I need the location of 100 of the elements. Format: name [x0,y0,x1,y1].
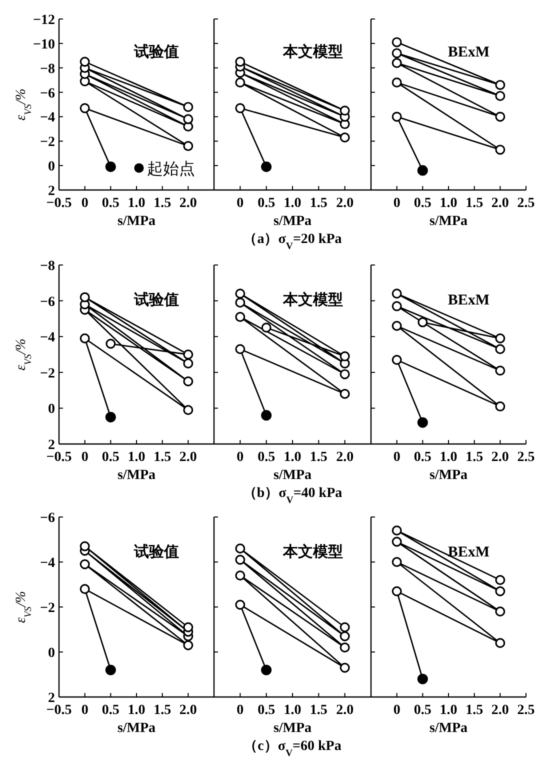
x-tick-label: 0.5 [102,703,120,718]
text: 本文模型 [282,291,343,308]
y-tick-label: −8 [40,62,55,77]
point [340,662,350,673]
x-tick-label: −0.5 [46,196,72,211]
x-tick-label: 0.5 [414,450,432,465]
x-tick-label: 0 [393,196,400,211]
point [340,351,350,362]
point [106,338,116,349]
point [495,638,506,648]
point [340,388,350,399]
x-tick-label: 1.0 [284,196,302,211]
x-tick-label: 1.5 [310,196,328,211]
text: BExM [448,44,490,61]
point [392,586,402,596]
y-tick-label: −6 [40,511,55,526]
point [105,664,116,676]
point [183,114,194,124]
y-tick-label: −2 [40,135,55,150]
y-tick-label: 2 [48,184,55,199]
point [183,102,194,112]
point [80,56,90,67]
point [495,80,506,90]
x-tick-label: 0 [81,703,88,718]
point [392,37,402,48]
y-tick-label: 2 [48,438,55,453]
x-tick-label: 1.5 [466,450,484,465]
x-tick-label: 0.5 [258,450,276,465]
point [340,631,350,642]
y-tick-label: 0 [48,160,55,175]
point [417,674,428,684]
point [392,78,402,88]
x-tick-label: 0.5 [258,703,276,718]
y-tick-label: −4 [40,556,55,571]
text: 试验值 [133,544,180,561]
point [235,600,246,610]
point [392,557,402,567]
x-tick-label: 1.0 [128,196,146,211]
x-axis-title: s/MPa [429,468,468,483]
point [261,322,272,333]
point [235,312,246,322]
point [340,622,350,632]
y-tick-label: −2 [40,601,55,616]
point [495,575,506,585]
point [417,417,428,428]
point [417,165,428,176]
point [235,298,246,308]
point [495,344,506,354]
y-tick-label: −6 [40,294,55,310]
x-tick-label: 0 [393,703,400,718]
point [235,78,246,88]
x-axis-title: s/MPa [117,468,156,483]
point [495,586,506,596]
x-axis-title: s/MPa [273,468,312,483]
text: （b）σ$_{V}$=40 kPa [242,486,342,506]
point [183,404,194,415]
x-tick-label: 0 [236,450,244,465]
y-tick-label: 0 [48,402,55,418]
x-tick-label: 0.5 [102,450,120,465]
point [392,48,402,58]
point [392,320,402,331]
x-tick-label: 2.5 [517,703,535,718]
point [392,354,402,365]
x-tick-label: 2.0 [491,450,509,465]
point [235,344,246,354]
x-tick-label: 2.0 [491,196,509,211]
x-axis-title: s/MPa [273,214,312,229]
y-tick-label: −4 [40,330,55,346]
text: BExM [448,544,490,561]
x-tick-label: 1.5 [310,450,328,465]
point [80,103,90,114]
x-tick-label: 0 [81,450,88,465]
point [235,288,246,299]
point [392,58,402,68]
point [235,544,246,554]
x-tick-label: 0 [81,196,88,211]
x-tick-label: 1.0 [284,450,302,465]
x-tick-label: 0.5 [258,196,276,211]
x-tick-label: 0.5 [102,196,120,211]
text: 本文模型 [282,44,343,61]
point [235,570,246,580]
legend-label: 起始点 [147,160,195,178]
text: BExM [448,292,490,308]
x-tick-label: 0.5 [414,196,432,211]
point [392,288,402,299]
y-tick-label: −10 [33,37,55,52]
point [495,144,506,155]
point [495,333,506,344]
y-tick-label: −12 [33,13,55,28]
text: 试验值 [133,44,180,61]
point [80,541,90,552]
point [340,106,350,116]
point [235,56,246,67]
point [495,366,506,376]
point [261,161,272,172]
x-tick-label: 2.0 [179,450,197,465]
text: （c）σ$_{V}$=60 kPa [244,739,342,758]
point [418,317,428,328]
x-tick-label: 1.0 [440,450,458,465]
x-axis-title: s/MPa [429,214,468,229]
